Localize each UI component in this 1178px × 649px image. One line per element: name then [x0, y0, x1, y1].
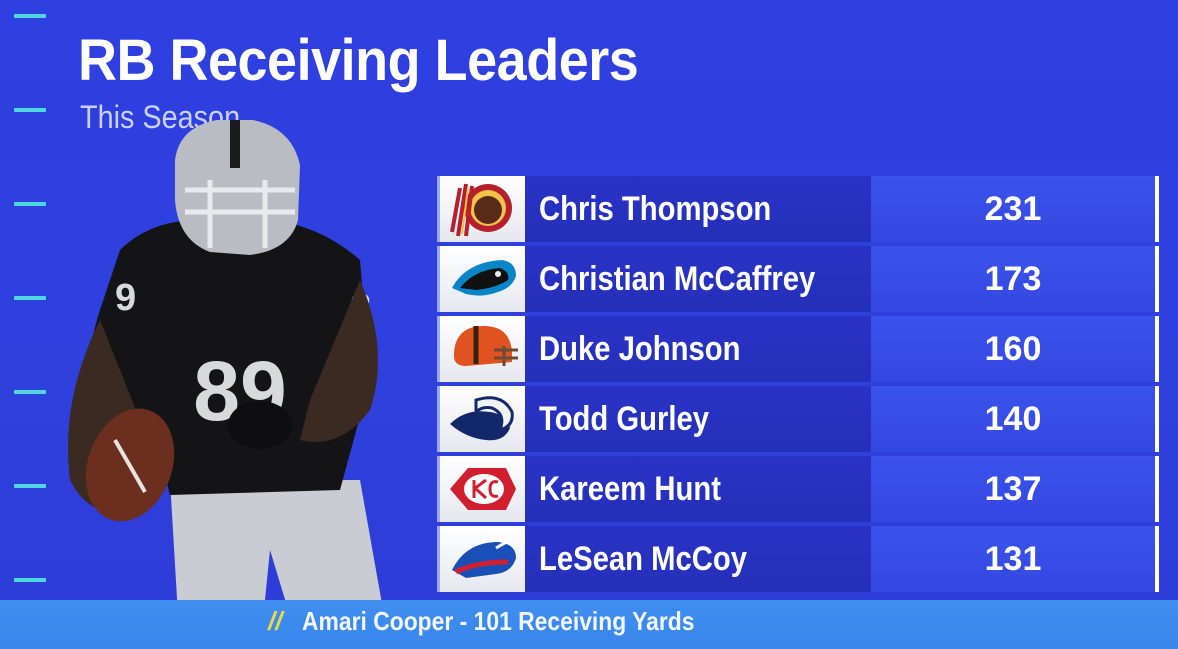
- leader-row: Kareem Hunt 137: [437, 456, 1159, 522]
- yards-value: 160: [871, 316, 1159, 382]
- leader-row: LeSean McCoy 131: [437, 526, 1159, 592]
- team-logo-cell: [437, 386, 525, 452]
- player-name-cell: Todd Gurley: [525, 386, 871, 452]
- player-name-cell: Chris Thompson: [525, 176, 871, 242]
- page-title: RB Receiving Leaders: [78, 28, 639, 93]
- accent-tick: [14, 578, 46, 582]
- yards-value: 140: [871, 386, 1159, 452]
- yards-value: 231: [871, 176, 1159, 242]
- yards-value: 131: [871, 526, 1159, 592]
- player-name: LeSean McCoy: [539, 539, 747, 578]
- rams-logo-icon: [449, 396, 514, 441]
- browns-logo-icon: [453, 326, 518, 366]
- leader-row: Todd Gurley 140: [437, 386, 1159, 452]
- leader-row: Christian McCaffrey 173: [437, 246, 1159, 312]
- chiefs-logo-icon: [449, 468, 516, 510]
- team-logo-cell: [437, 526, 525, 592]
- player-name: Kareem Hunt: [539, 469, 721, 508]
- accent-tick: [14, 108, 46, 112]
- caption-marker: //: [268, 606, 283, 636]
- player-name: Duke Johnson: [539, 329, 741, 368]
- accent-tick: [14, 14, 46, 18]
- player-name: Christian McCaffrey: [539, 259, 816, 298]
- svg-text:9: 9: [115, 277, 136, 319]
- player-name: Chris Thompson: [539, 189, 772, 228]
- yards-value: 173: [871, 246, 1159, 312]
- team-logo-cell: [437, 316, 525, 382]
- bills-logo-icon: [451, 538, 516, 578]
- caption-bar: [0, 600, 1178, 649]
- player-name-cell: Duke Johnson: [525, 316, 871, 382]
- accent-tick: [14, 484, 46, 488]
- player-name-cell: Kareem Hunt: [525, 456, 871, 522]
- player-name-cell: Christian McCaffrey: [525, 246, 871, 312]
- team-logo-cell: [437, 456, 525, 522]
- team-logo-cell: [437, 246, 525, 312]
- redskins-logo-icon: [449, 183, 512, 237]
- caption-text: Amari Cooper - 101 Receiving Yards: [302, 606, 695, 636]
- team-logo-cell: [437, 176, 525, 242]
- player-name-cell: LeSean McCoy: [525, 526, 871, 592]
- accent-tick: [14, 202, 46, 206]
- accent-tick: [14, 296, 46, 300]
- player-photo: 89 9 8: [68, 120, 390, 649]
- yards-value: 137: [871, 456, 1159, 522]
- accent-tick: [14, 390, 46, 394]
- player-name: Todd Gurley: [539, 399, 710, 438]
- leader-row: Duke Johnson 160: [437, 316, 1159, 382]
- leader-row: Chris Thompson 231: [437, 176, 1159, 242]
- panthers-logo-icon: [451, 260, 516, 296]
